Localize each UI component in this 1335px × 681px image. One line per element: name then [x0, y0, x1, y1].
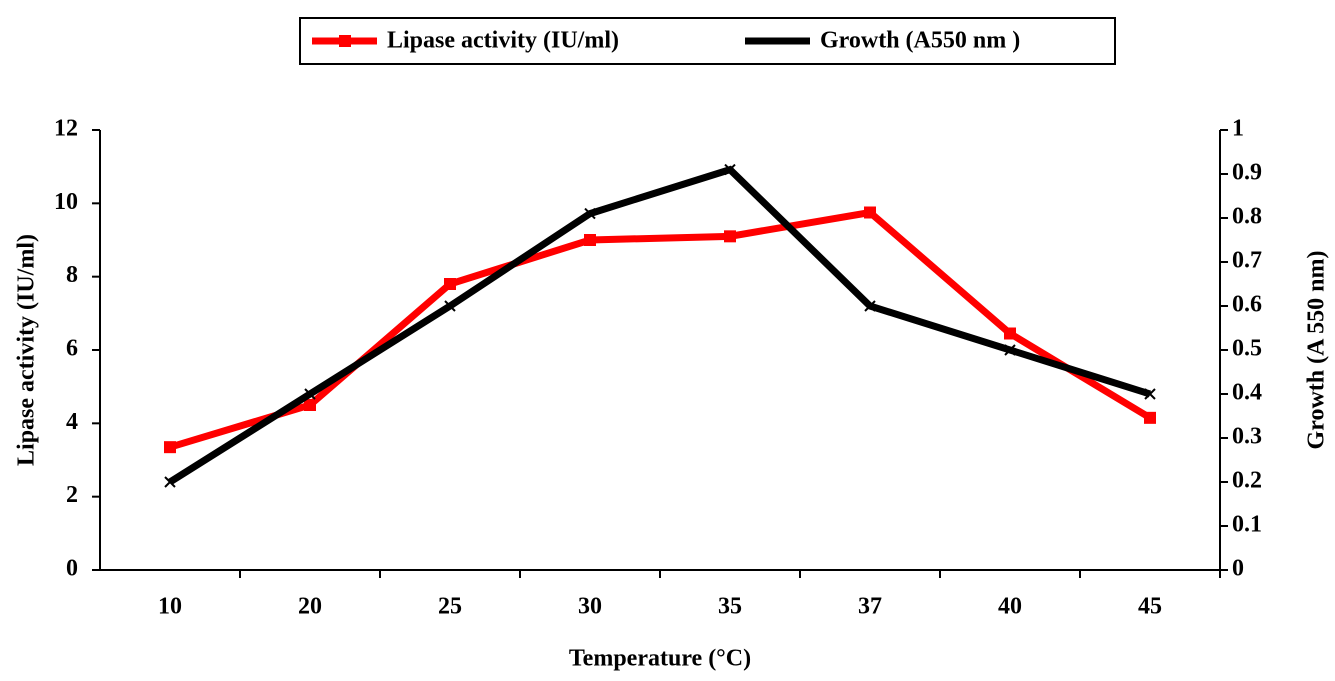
marker — [304, 399, 316, 411]
legend-box — [299, 17, 1116, 65]
y2-tick-label: 0 — [1232, 556, 1244, 582]
marker — [164, 441, 176, 454]
x-tick-label: 35 — [718, 594, 742, 620]
marker — [584, 207, 596, 220]
y2-tick-label: 0.3 — [1232, 424, 1262, 450]
marker — [724, 230, 736, 243]
y-tick-label: 10 — [54, 189, 78, 215]
y-tick-label: 0 — [66, 556, 78, 582]
x-tick-label: 40 — [998, 594, 1022, 620]
series-line — [168, 165, 1152, 485]
x-tick-label: 25 — [438, 594, 462, 620]
y2-tick-label: 0.7 — [1232, 248, 1262, 274]
y2-tick-label: 1 — [1232, 116, 1244, 142]
legend-marker — [339, 35, 351, 47]
y-tick-label: 6 — [66, 336, 78, 362]
y2-tick-label: 0.4 — [1232, 380, 1262, 406]
marker — [444, 278, 456, 290]
y-tick-label: 2 — [66, 482, 78, 508]
marker — [304, 388, 316, 400]
y2-tick-label: 0.2 — [1232, 468, 1262, 494]
x-tick-label: 30 — [578, 594, 602, 620]
marker — [444, 300, 456, 312]
x-tick-label: 37 — [858, 594, 882, 620]
x-tick-label: 45 — [1138, 594, 1162, 620]
marker — [1004, 344, 1016, 356]
marker — [1144, 411, 1156, 424]
y-tick-label: 8 — [66, 262, 78, 288]
y-tick-label: 12 — [54, 116, 78, 142]
legend-label: Lipase activity (IU/ml) — [387, 28, 619, 54]
x-axis-title: Temperature (°C) — [569, 646, 751, 672]
y2-tick-label: 0.8 — [1232, 204, 1262, 230]
y2-tick-label: 0.6 — [1232, 292, 1262, 318]
y2-tick-label: 0.9 — [1232, 160, 1262, 186]
legend-label: Growth (A550 nm ) — [820, 28, 1020, 54]
y2-tick-label: 0.1 — [1232, 512, 1262, 538]
y2-axis-title: Growth (A 550 nm) — [1304, 251, 1330, 450]
y-axis-title: Lipase activity (IU/ml) — [14, 234, 40, 466]
marker — [724, 163, 736, 176]
marker — [164, 476, 176, 488]
marker — [864, 206, 876, 219]
marker — [1004, 327, 1016, 340]
marker — [1144, 388, 1156, 400]
y-tick-label: 4 — [66, 409, 78, 435]
marker — [584, 234, 596, 246]
x-tick-label: 10 — [158, 594, 182, 620]
x-tick-label: 20 — [298, 594, 322, 620]
series-line — [168, 208, 1152, 451]
marker — [864, 300, 876, 312]
y2-tick-label: 0.5 — [1232, 336, 1262, 362]
